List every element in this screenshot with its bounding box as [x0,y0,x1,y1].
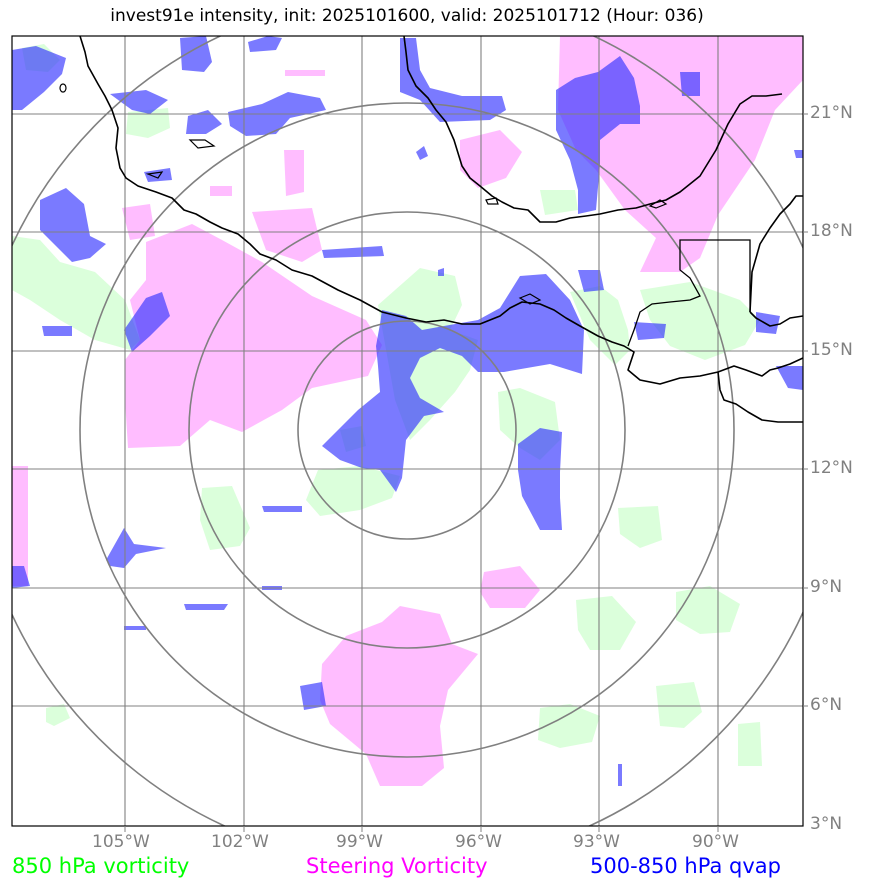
lat-label-6n: 6°N [810,695,843,715]
lon-label-96w: 96°W [455,832,502,852]
legend-850-vorticity: 850 hPa vorticity [12,854,190,878]
lat-label-15n: 15°N [810,340,853,360]
axis-ticks [124,113,808,832]
lon-label-102w: 102°W [211,832,269,852]
lat-label-21n: 21°N [810,103,853,123]
islands [59,83,668,305]
country-borders [627,239,751,347]
qvap-shading [12,36,803,786]
coastline [79,36,803,423]
lat-label-18n: 18°N [810,221,853,241]
lon-label-105w: 105°W [92,832,150,852]
legend-qvap: 500-850 hPa qvap [590,854,781,878]
lat-label-3n: 3°N [810,814,843,834]
legend-steering-vorticity: Steering Vorticity [306,854,488,878]
lon-label-99w: 99°W [336,832,383,852]
vorticity-850-shading [12,44,762,766]
lon-label-90w: 90°W [692,832,739,852]
lat-label-12n: 12°N [810,458,853,478]
lon-label-93w: 93°W [573,832,620,852]
lat-label-9n: 9°N [810,577,843,597]
map-title: invest91e intensity, init: 2025101600, v… [110,6,704,26]
range-rings [12,36,803,826]
map-frame [11,35,804,827]
